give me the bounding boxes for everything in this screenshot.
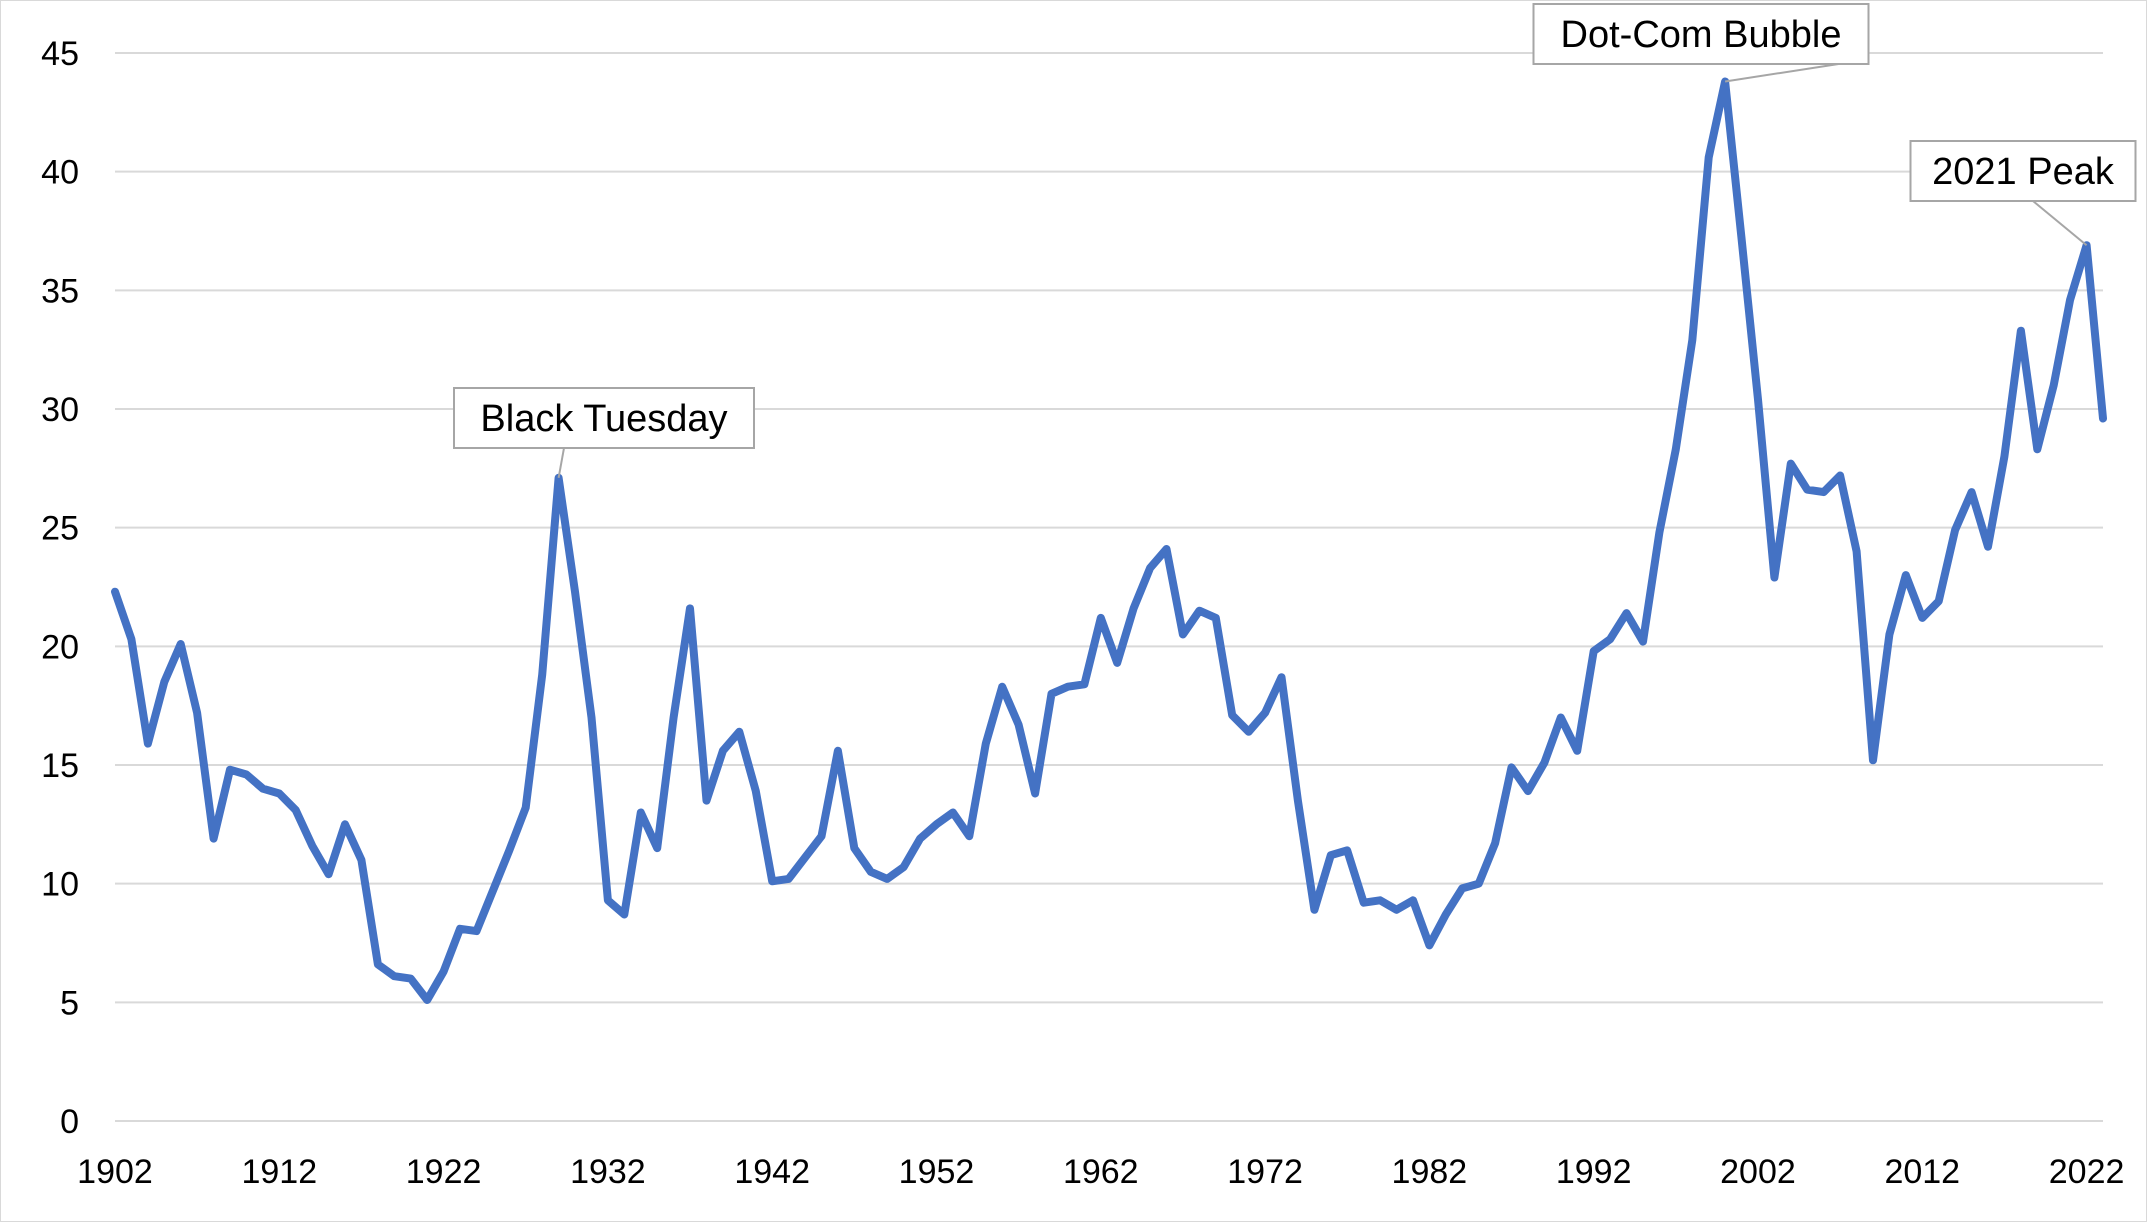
y-tick-label: 15	[41, 747, 79, 785]
x-tick-label: 1912	[241, 1153, 317, 1191]
x-tick-label: 1992	[1556, 1153, 1632, 1191]
callout-leader-line	[2032, 200, 2088, 247]
callout-label: Black Tuesday	[480, 398, 727, 440]
x-tick-label: 1962	[1063, 1153, 1139, 1191]
gridlines	[115, 52, 2103, 1122]
callout: Black Tuesday	[453, 387, 755, 479]
callout-box	[1532, 3, 1870, 65]
callout-box	[1909, 140, 2137, 202]
y-tick-label: 35	[41, 272, 79, 310]
y-tick-label: 0	[60, 1103, 79, 1141]
y-tick-label: 5	[60, 984, 79, 1022]
y-tick-label: 25	[41, 510, 79, 548]
y-tick-label: 10	[41, 866, 79, 904]
x-tick-label: 1952	[899, 1153, 975, 1191]
series-line	[111, 77, 2107, 1004]
callout-label: Dot-Com Bubble	[1561, 14, 1842, 56]
callout-label: 2021 Peak	[1932, 151, 2115, 193]
x-tick-label: 1922	[406, 1153, 482, 1191]
y-tick-label: 20	[41, 628, 79, 666]
y-axis-tick-labels: 0 5 10 15 20 25 30 35 40 45	[41, 35, 79, 1141]
x-tick-label: 1932	[570, 1153, 646, 1191]
x-tick-label: 1902	[77, 1153, 153, 1191]
series-layer	[111, 77, 2107, 1004]
callout: Dot-Com Bubble	[1532, 3, 1870, 83]
callout-leader-line	[1724, 63, 1839, 83]
callout: 2021 Peak	[1909, 140, 2137, 247]
y-tick-label: 40	[41, 154, 79, 192]
callout-leader-line	[557, 447, 565, 479]
x-axis-tick-labels: 1902 1912 1922 1932 1942 1952 1962 1972 1982 1992…	[77, 1153, 2124, 1191]
x-tick-label: 2002	[1720, 1153, 1796, 1191]
y-tick-label: 45	[41, 35, 79, 73]
callout-box	[453, 387, 755, 449]
x-tick-label: 1982	[1392, 1153, 1468, 1191]
y-tick-label: 30	[41, 391, 79, 429]
x-tick-label: 2022	[2049, 1153, 2125, 1191]
x-tick-label: 1942	[734, 1153, 810, 1191]
x-tick-label: 1972	[1227, 1153, 1303, 1191]
annotations: Black Tuesday Dot-Com Bubble 2021 Peak	[453, 3, 2137, 479]
x-tick-label: 2012	[1884, 1153, 1960, 1191]
